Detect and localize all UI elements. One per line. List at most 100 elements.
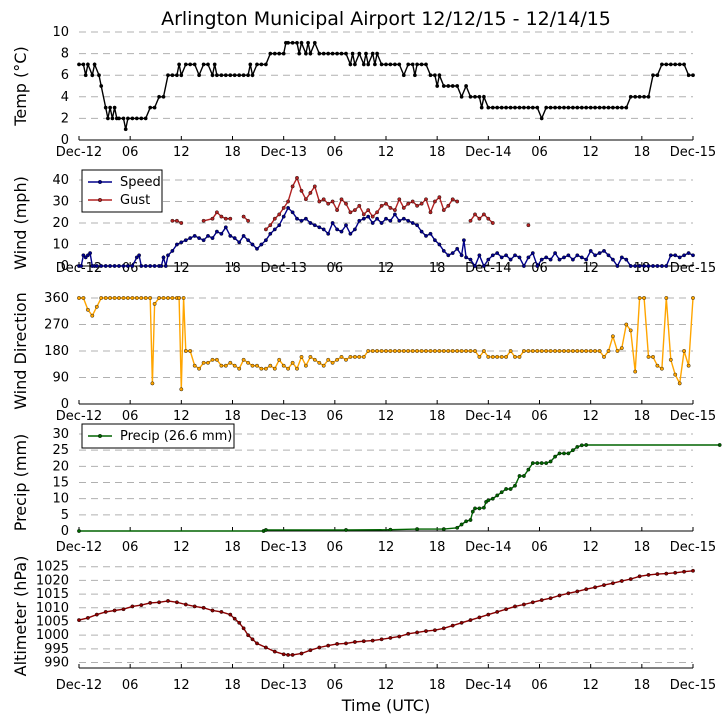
data-point xyxy=(361,212,366,217)
data-point xyxy=(415,349,419,353)
data-point xyxy=(530,600,535,605)
data-point xyxy=(455,349,460,353)
data-point xyxy=(183,62,188,67)
x-tick-label: 18 xyxy=(429,409,446,424)
x-tick-label: 06 xyxy=(531,540,548,555)
data-point xyxy=(530,349,535,353)
y-axis-label: Precip (mm) xyxy=(11,434,30,532)
data-point xyxy=(188,349,193,353)
data-point xyxy=(106,116,110,121)
data-point xyxy=(77,296,81,300)
y-tick-label: 1020 xyxy=(36,573,69,588)
data-point xyxy=(272,366,277,371)
data-point xyxy=(379,203,384,208)
data-point xyxy=(117,264,121,268)
data-point xyxy=(126,264,130,268)
data-point xyxy=(486,216,491,221)
data-point xyxy=(397,349,402,353)
data-point xyxy=(232,73,237,78)
data-point xyxy=(268,51,273,56)
data-point xyxy=(553,105,557,110)
y-tick-label: 1025 xyxy=(36,560,69,575)
data-point xyxy=(513,354,517,359)
data-point xyxy=(272,51,277,56)
data-point xyxy=(79,264,84,268)
data-point xyxy=(241,357,246,362)
x-tick-label: 06 xyxy=(327,261,344,276)
data-point xyxy=(286,199,290,204)
x-tick-label: 18 xyxy=(224,540,241,555)
data-point xyxy=(446,349,451,353)
data-point xyxy=(326,201,331,206)
data-point xyxy=(450,84,455,88)
y-tick-label: 25 xyxy=(52,443,69,458)
data-point xyxy=(206,233,210,238)
data-point xyxy=(397,218,402,223)
data-point xyxy=(348,62,353,67)
data-point xyxy=(637,296,642,300)
data-point xyxy=(99,296,104,300)
data-point xyxy=(88,251,93,256)
data-point xyxy=(660,62,664,67)
data-point xyxy=(170,73,175,78)
data-point xyxy=(192,233,197,238)
y-tick-label: 995 xyxy=(44,642,69,657)
data-point xyxy=(108,264,113,268)
data-point xyxy=(691,568,695,573)
data-point xyxy=(455,525,460,530)
data-point xyxy=(588,248,593,253)
data-point xyxy=(192,604,197,609)
data-point xyxy=(174,218,179,223)
data-point xyxy=(348,231,353,236)
x-tick-label: 12 xyxy=(173,261,190,276)
data-point xyxy=(370,638,375,643)
data-point xyxy=(206,360,210,365)
data-point xyxy=(241,233,246,238)
data-point xyxy=(206,62,210,67)
data-point xyxy=(177,62,182,67)
data-point xyxy=(461,238,466,243)
data-point xyxy=(259,62,264,67)
data-point xyxy=(321,227,326,232)
data-point xyxy=(308,190,313,195)
data-point xyxy=(97,73,101,78)
data-point xyxy=(593,585,597,590)
data-point xyxy=(308,648,313,653)
data-point xyxy=(121,264,126,268)
data-point xyxy=(579,349,584,353)
data-point xyxy=(157,94,162,99)
data-point xyxy=(571,448,575,453)
data-point xyxy=(468,94,473,99)
data-point xyxy=(295,366,299,371)
data-point xyxy=(163,264,168,268)
data-point xyxy=(450,251,455,256)
data-point xyxy=(410,349,415,353)
y-axis-label: Temp (°C) xyxy=(11,46,30,126)
legend-label: Gust xyxy=(120,193,150,208)
x-tick-label: 12 xyxy=(173,678,190,693)
data-point xyxy=(159,264,164,268)
y-tick-label: 4 xyxy=(61,90,69,105)
data-point xyxy=(646,264,651,268)
data-point xyxy=(214,357,219,362)
data-point xyxy=(134,255,139,260)
data-point xyxy=(655,572,660,576)
data-point xyxy=(504,253,508,258)
data-point xyxy=(437,349,442,353)
data-point xyxy=(539,461,544,465)
data-point xyxy=(562,105,566,110)
data-point xyxy=(277,51,282,56)
data-point xyxy=(166,253,170,258)
x-tick-label: Dec-14 xyxy=(465,145,511,160)
data-point xyxy=(366,62,371,67)
data-point xyxy=(406,349,411,353)
data-point xyxy=(123,127,128,132)
x-tick-label: 12 xyxy=(173,409,190,424)
data-point xyxy=(673,253,678,258)
data-point xyxy=(384,62,388,67)
data-point xyxy=(210,73,215,78)
x-tick-label: 12 xyxy=(582,261,599,276)
data-point xyxy=(352,62,357,67)
data-point xyxy=(308,51,313,56)
